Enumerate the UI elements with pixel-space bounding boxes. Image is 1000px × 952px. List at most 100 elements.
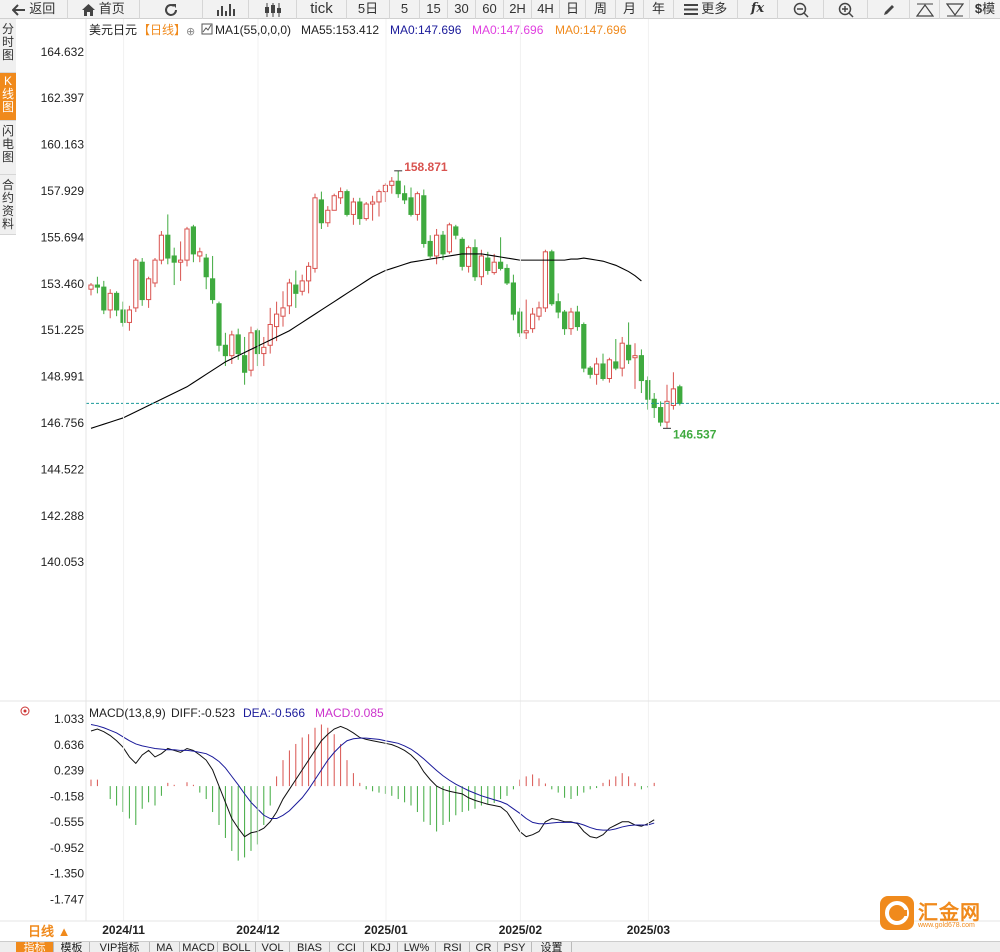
legend-toggle-icon[interactable]: ⊕ xyxy=(186,26,195,38)
sidebar-tab-kline[interactable]: K线图 xyxy=(0,73,16,121)
candle-body xyxy=(459,238,465,267)
logo-name: 汇金网 xyxy=(918,902,981,924)
candle-body xyxy=(440,234,446,255)
indicator-tab[interactable]: BOLL xyxy=(218,942,256,952)
price-tick-label: 162.397 xyxy=(41,91,85,105)
indicator-tab[interactable]: 设置 xyxy=(532,942,572,952)
macd-tick-label: -0.555 xyxy=(50,815,84,829)
candlestick-button[interactable] xyxy=(249,0,297,19)
period-week[interactable]: 周 xyxy=(586,0,616,19)
macd-tick-label: 0.239 xyxy=(54,764,84,778)
macd-axis: 1.033 0.636 0.239 -0.158 -0.555 -0.952 -1.350 -… xyxy=(50,712,84,906)
left-sidebar: 分时图 K线图 闪电图 合约资料 xyxy=(0,19,16,235)
zoom-out-button[interactable] xyxy=(778,0,824,19)
period-5min[interactable]: 5 xyxy=(390,0,420,19)
indicator-tab[interactable]: KDJ xyxy=(364,942,398,952)
indicator-tab[interactable]: CCI xyxy=(330,942,364,952)
candle-body xyxy=(402,193,408,201)
candle-body xyxy=(677,386,683,404)
triangle-up-button[interactable] xyxy=(910,0,940,19)
menu-icon xyxy=(683,4,698,16)
candle-body xyxy=(517,311,523,334)
candle-body xyxy=(581,323,587,369)
indicator-tab[interactable]: VOL xyxy=(256,942,290,952)
price-legend: 美元日元 【日线】 ⊕ MA1(55,0,0,0) MA55:153.412 M… xyxy=(89,23,627,38)
candle-body xyxy=(171,255,177,263)
sidebar-tab-timeshare[interactable]: 分时图 xyxy=(0,21,16,73)
price-tick-label: 146.756 xyxy=(41,416,85,430)
candle-body xyxy=(197,251,203,257)
macd-legend-macd: MACD:0.085 xyxy=(315,706,384,720)
period-day[interactable]: 日 xyxy=(560,0,586,19)
back-button[interactable]: 返回 xyxy=(0,0,68,19)
indicator-tab[interactable]: VIP指标 xyxy=(90,942,150,952)
candle-body xyxy=(318,199,324,224)
candle-body xyxy=(504,267,510,284)
macd-legend-title: MACD(13,8,9) xyxy=(89,706,166,720)
indicator-tab[interactable]: 指标 xyxy=(16,942,54,952)
indicator-tab[interactable]: 模板 xyxy=(54,942,90,952)
candle-body xyxy=(120,309,126,323)
legend-symbol: 美元日元 xyxy=(89,23,137,37)
indicator-tab[interactable]: CR xyxy=(470,942,498,952)
candle-body xyxy=(242,355,248,373)
candle-body xyxy=(446,224,452,253)
draw-button[interactable] xyxy=(868,0,910,19)
candle-body xyxy=(178,259,184,263)
price-tick-label: 148.991 xyxy=(41,370,85,384)
model-button[interactable]: $模 xyxy=(970,0,1000,19)
formula-button[interactable]: fx xyxy=(738,0,778,19)
top-toolbar: 返回 首页 tick 5日 5 15 30 60 2H 4H 日 周 月 年 更… xyxy=(0,0,1000,19)
candle-body xyxy=(555,301,561,313)
legend-ma-icon xyxy=(201,23,213,35)
period-month[interactable]: 月 xyxy=(616,0,644,19)
candle-body xyxy=(306,265,312,282)
period-year[interactable]: 年 xyxy=(644,0,674,19)
candle-body xyxy=(331,195,337,211)
chart-type-button[interactable] xyxy=(203,0,249,19)
candle-body xyxy=(216,303,222,346)
candle-body xyxy=(286,282,292,307)
sidebar-tab-flash[interactable]: 闪电图 xyxy=(0,121,16,175)
candle-body xyxy=(478,255,484,278)
candle-body xyxy=(472,247,478,278)
candle-body xyxy=(549,251,555,305)
legend-ma-icon-line xyxy=(202,24,212,33)
period-15min[interactable]: 15 xyxy=(420,0,448,19)
candle-body xyxy=(88,284,94,290)
indicator-tabs: 指标 模板 VIP指标 MA MACD BOLL VOL BIAS CCI KDJ LW% RSI CR… xyxy=(0,941,1000,952)
chart-area[interactable]: 164.632 162.397 160.163 157.929 155.694 153.4… xyxy=(0,19,1000,941)
line-chart-icon xyxy=(216,3,235,16)
tick-button[interactable]: tick xyxy=(297,0,347,19)
macd-tick-label: -0.952 xyxy=(50,841,84,855)
candle-body xyxy=(421,195,427,245)
candle-body xyxy=(101,286,107,311)
triangle-down-button[interactable] xyxy=(940,0,970,19)
fx-icon: fx xyxy=(750,1,765,16)
macd-legend: MACD(13,8,9) DIFF:-0.523 DEA:-0.566 MACD… xyxy=(20,706,384,720)
indicator-tab[interactable]: BIAS xyxy=(290,942,330,952)
sidebar-tab-contract[interactable]: 合约资料 xyxy=(0,175,16,235)
candle-body xyxy=(594,363,600,375)
indicator-tab[interactable]: PSY xyxy=(498,942,532,952)
period-2h[interactable]: 2H xyxy=(504,0,532,19)
price-tick-label: 153.460 xyxy=(41,277,85,291)
home-button[interactable]: 首页 xyxy=(68,0,140,19)
period-4h[interactable]: 4H xyxy=(532,0,560,19)
period-5day[interactable]: 5日 xyxy=(347,0,390,19)
more-button[interactable]: 更多 xyxy=(674,0,738,19)
candle-body xyxy=(382,184,388,193)
indicator-tab[interactable]: RSI xyxy=(436,942,470,952)
zoom-in-button[interactable] xyxy=(824,0,868,19)
macd-settings-icon[interactable] xyxy=(20,706,30,716)
macd-legend-dea: DEA:-0.566 xyxy=(243,706,305,720)
legend-ma0-b: MA0:147.696 xyxy=(472,23,544,37)
indicator-tab[interactable]: MACD xyxy=(180,942,218,952)
candle-body xyxy=(312,197,318,269)
indicator-tab[interactable]: MA xyxy=(150,942,180,952)
period-60min[interactable]: 60 xyxy=(476,0,504,19)
refresh-button[interactable] xyxy=(140,0,203,19)
period-selector-button[interactable]: 日线 ▲ xyxy=(28,924,71,939)
indicator-tab[interactable]: LW% xyxy=(398,942,436,952)
period-30min[interactable]: 30 xyxy=(448,0,476,19)
